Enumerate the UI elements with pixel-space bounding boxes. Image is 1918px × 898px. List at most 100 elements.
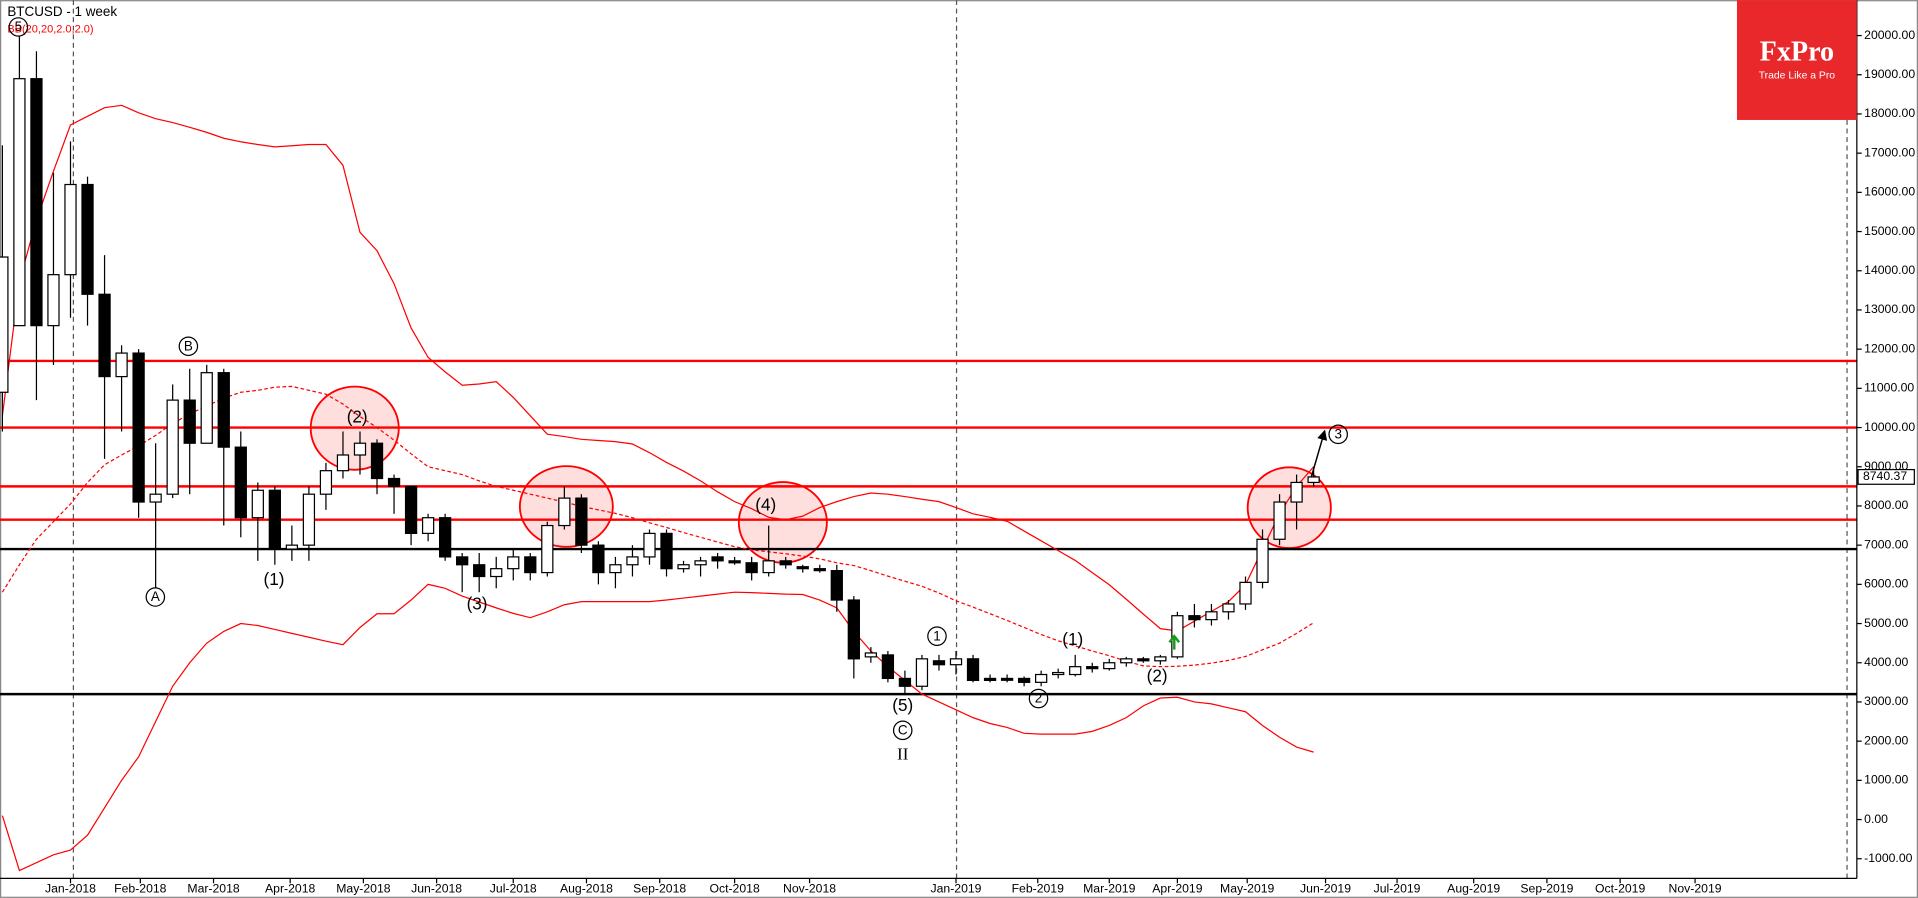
candle-body [1120,658,1133,664]
candle-body [285,544,299,550]
candle-body [13,78,26,327]
candle-body [558,497,571,527]
candle-body [115,352,128,378]
x-tick-label: Aug-2019 [1447,882,1500,896]
price-tag-box [1857,468,1915,485]
candle-body [949,658,963,666]
candle-body [711,556,724,562]
candle-body [47,274,60,327]
candle-body [745,562,758,574]
x-tick-label: Oct-2018 [709,882,759,896]
candle-body [541,524,554,574]
candle-body [507,556,520,570]
candle-body [200,372,213,444]
candle-body [1017,677,1031,683]
candle-body [268,489,281,550]
candle-body [30,78,43,327]
wave-label: (2) [347,407,368,426]
candle-body [864,652,878,658]
wave-label: 2 [1035,691,1042,706]
bollinger-middle [1,385,1314,668]
brand-logo [1736,0,1857,120]
candle-body [524,556,537,574]
wave-label: 1 [933,628,940,643]
x-tick-label: May-2019 [1220,882,1275,896]
y-tick-label: 7000.00 [1864,537,1908,551]
candle-body [779,560,792,566]
y-tick-label: 16000.00 [1864,185,1915,199]
y-tick-label: 18000.00 [1864,106,1915,120]
candle-body [1086,666,1099,670]
indicator-label: BB(20,20,2.0,2.0) [7,23,93,35]
y-tick-label: 8000.00 [1864,498,1908,512]
candle-body [966,658,980,682]
candle-body [796,566,809,570]
annotation-circle [178,336,199,357]
candle-body [1052,671,1065,676]
candle-body [983,677,997,682]
annotation-circle [927,626,947,646]
y-tick-label: 14000.00 [1864,263,1915,277]
y-tick-label: 15000.00 [1864,224,1915,238]
candle-body [302,493,316,546]
candle-body [149,493,162,503]
candle-body [1154,656,1167,662]
candle-body [456,556,469,566]
x-tick-label: Jan-2019 [931,882,982,896]
candle-body [762,560,775,574]
x-tick-label: Sep-2019 [1520,882,1573,896]
wave-label: 3 [1334,426,1341,441]
candle-body [183,399,196,444]
y-tick-label: 0.00 [1864,812,1888,826]
bollinger-lower [1,583,1314,872]
wave-label: (4) [755,495,776,514]
candle-body [234,446,247,519]
x-tick-label: Aug-2018 [560,882,613,896]
bollinger-upper [1,104,1315,632]
candle-body [1239,581,1252,605]
candle-body [813,568,826,572]
candle-body [830,570,843,601]
x-tick-label: Mar-2018 [187,882,239,896]
candle-body [881,654,895,680]
annotation-circle [145,587,166,607]
wave-label: (3) [467,594,488,613]
candle-body [98,293,111,378]
x-tick-label: Jul-2019 [1374,882,1421,896]
candle-body [387,477,401,487]
wave-label: (1) [264,570,285,589]
y-tick-label: 4000.00 [1864,655,1908,669]
candle-body [898,677,912,687]
y-tick-label: 13000.00 [1864,302,1915,316]
candle-body [677,564,690,570]
candle-body [251,489,264,519]
x-tick-label: Mar-2019 [1083,882,1135,896]
candle-body [1273,501,1286,540]
wave-label: B [184,338,193,353]
candle-body [473,564,486,578]
candle-body [1188,615,1201,621]
candle-body [1000,677,1014,681]
x-tick-label: Feb-2018 [114,882,167,896]
candle-body [1069,666,1082,676]
candle-body [1137,658,1150,662]
y-tick-label: 1000.00 [1864,773,1908,787]
candle-body [421,517,435,535]
candle-body [353,442,367,456]
x-tick-label: Apr-2019 [1152,882,1202,896]
candle-body [64,183,77,276]
candle-body [0,256,9,393]
candle-body [1290,481,1303,503]
y-tick-label: 11000.00 [1864,381,1914,395]
x-tick-label: Jun-2019 [1300,882,1351,896]
candle-body [643,532,656,558]
candle-body [1222,603,1235,613]
x-tick-label: Nov-2018 [783,882,836,896]
x-tick-label: Sep-2018 [633,882,686,896]
annotation-circle [1328,424,1348,445]
x-tick-label: Jul-2018 [490,882,537,896]
